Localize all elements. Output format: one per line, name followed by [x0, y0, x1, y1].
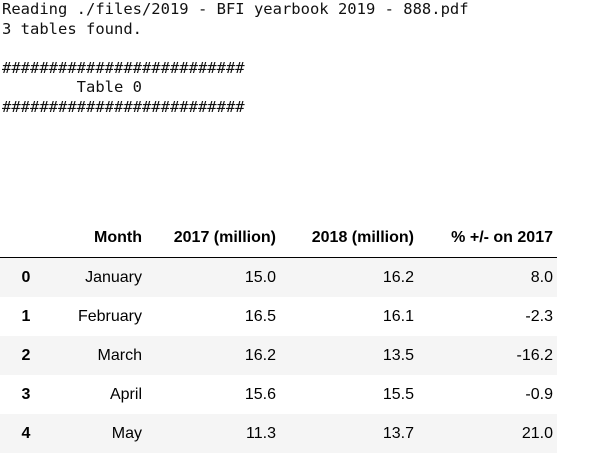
table-body: 0 January 15.0 16.2 8.0 1 February 16.5 … — [0, 258, 557, 453]
console-line-table-title: Table 0 — [2, 78, 469, 98]
header-month: Month — [52, 218, 146, 258]
cell-2018: 13.7 — [276, 414, 414, 453]
cell-2017: 15.6 — [146, 375, 276, 414]
cell-percent: -0.9 — [414, 375, 557, 414]
cell-percent: 21.0 — [414, 414, 557, 453]
row-index: 3 — [0, 375, 52, 414]
table-row: 2 March 16.2 13.5 -16.2 — [0, 336, 557, 375]
console-line-separator-bottom: ########################## — [2, 98, 469, 118]
row-index: 2 — [0, 336, 52, 375]
table-row: 4 May 11.3 13.7 21.0 — [0, 414, 557, 453]
table-header: Month 2017 (million) 2018 (million) % +/… — [0, 218, 557, 258]
row-index: 4 — [0, 414, 52, 453]
cell-percent: 8.0 — [414, 258, 557, 298]
cell-2017: 11.3 — [146, 414, 276, 453]
cell-month: April — [52, 375, 146, 414]
console-line-tables-found: 3 tables found. — [2, 20, 469, 40]
header-percent-change: % +/- on 2017 — [414, 218, 557, 258]
cell-2018: 13.5 — [276, 336, 414, 375]
table-row: 0 January 15.0 16.2 8.0 — [0, 258, 557, 298]
cell-month: May — [52, 414, 146, 453]
cell-2017: 16.5 — [146, 297, 276, 336]
console-line-separator-top: ########################## — [2, 59, 469, 79]
cell-percent: -2.3 — [414, 297, 557, 336]
row-index: 0 — [0, 258, 52, 298]
header-index — [0, 218, 52, 258]
console-line-blank — [2, 39, 469, 59]
cell-2018: 15.5 — [276, 375, 414, 414]
cell-2018: 16.2 — [276, 258, 414, 298]
cell-percent: -16.2 — [414, 336, 557, 375]
header-row: Month 2017 (million) 2018 (million) % +/… — [0, 218, 557, 258]
console-line-reading: Reading ./files/2019 - BFI yearbook 2019… — [2, 0, 469, 20]
cell-month: February — [52, 297, 146, 336]
cell-2017: 15.0 — [146, 258, 276, 298]
cell-2017: 16.2 — [146, 336, 276, 375]
table-row: 3 April 15.6 15.5 -0.9 — [0, 375, 557, 414]
cell-month: January — [52, 258, 146, 298]
table-row: 1 February 16.5 16.1 -2.3 — [0, 297, 557, 336]
dataframe-table: Month 2017 (million) 2018 (million) % +/… — [0, 218, 557, 453]
header-2017: 2017 (million) — [146, 218, 276, 258]
header-2018: 2018 (million) — [276, 218, 414, 258]
cell-2018: 16.1 — [276, 297, 414, 336]
cell-month: March — [52, 336, 146, 375]
row-index: 1 — [0, 297, 52, 336]
output-console: Reading ./files/2019 - BFI yearbook 2019… — [2, 0, 469, 117]
